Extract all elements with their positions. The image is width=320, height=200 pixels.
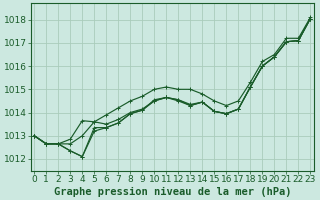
X-axis label: Graphe pression niveau de la mer (hPa): Graphe pression niveau de la mer (hPa) xyxy=(53,186,291,197)
